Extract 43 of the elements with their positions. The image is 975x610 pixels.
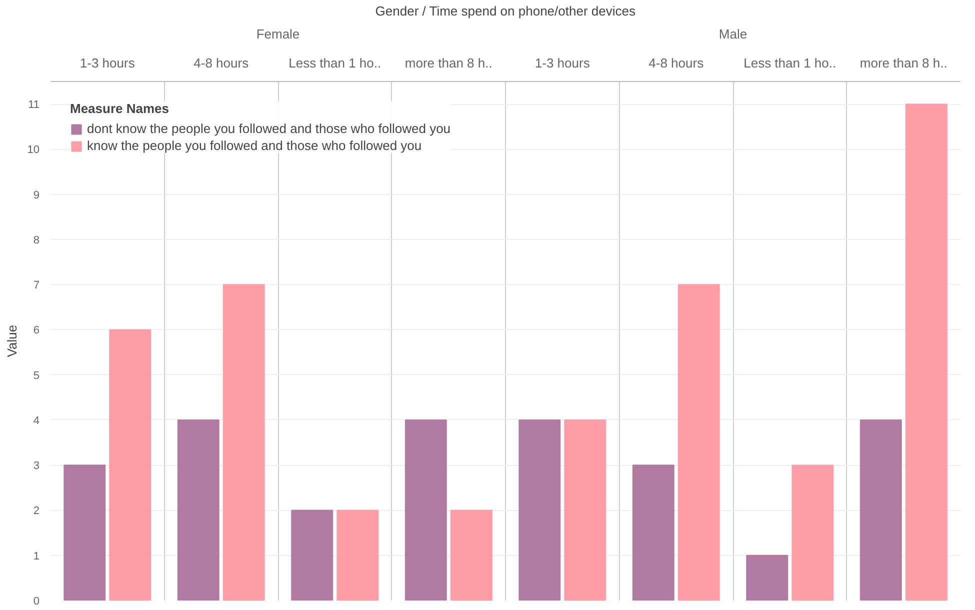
y-tick-label: 11 [28,99,40,112]
y-tick-label: 6 [33,324,40,337]
y-tick-label: 3 [33,460,40,472]
bar [632,464,674,600]
y-tick-label: 9 [33,189,40,202]
bar [291,510,334,600]
legend-label: know the people you followed and those who followed you [87,138,422,153]
y-tick-label: 4 [33,414,40,427]
bar [404,419,447,600]
bar [792,464,834,600]
bar [518,419,561,600]
x-tick-label: more than 8 h.. [860,56,948,70]
x-tick-label: 1-3 hours [80,56,136,70]
bar [678,284,720,600]
y-tick-label: 8 [33,234,40,246]
y-tick-label: 1 [33,550,40,562]
y-tick-label: 7 [33,280,40,292]
x-axis-title: Gender / Time spend on phone/other devices [375,4,636,18]
y-axis-title: Value [4,324,20,358]
text: Male [718,26,748,42]
y-tick-label: 5 [33,370,40,382]
x-tick-label: Less than 1 ho.. [744,56,836,70]
text: Female [256,26,300,42]
legend-title: Measure Names [70,101,170,116]
bar [64,464,106,600]
x-tick-label: more than 8 h.. [404,56,492,70]
x-tick-label: 1-3 hours [534,56,590,70]
legend-label: dont know the people you followed and those who followed you [87,121,451,136]
bar [222,284,265,600]
bar [336,510,379,600]
y-tick-label: 2 [33,505,40,518]
x-tick-label: 4-8 hours [648,56,704,70]
y-tick-label: 0 [33,596,40,608]
bar [450,510,492,600]
bar [905,104,948,600]
bar [860,419,902,600]
bar [564,419,606,600]
x-tick-label: 4-8 hours [194,56,250,70]
y-tick-label: 10 [27,144,40,156]
x-tick-label: Less than 1 ho.. [288,56,382,70]
bar [109,329,152,600]
bar [746,554,788,600]
bar [177,419,220,600]
